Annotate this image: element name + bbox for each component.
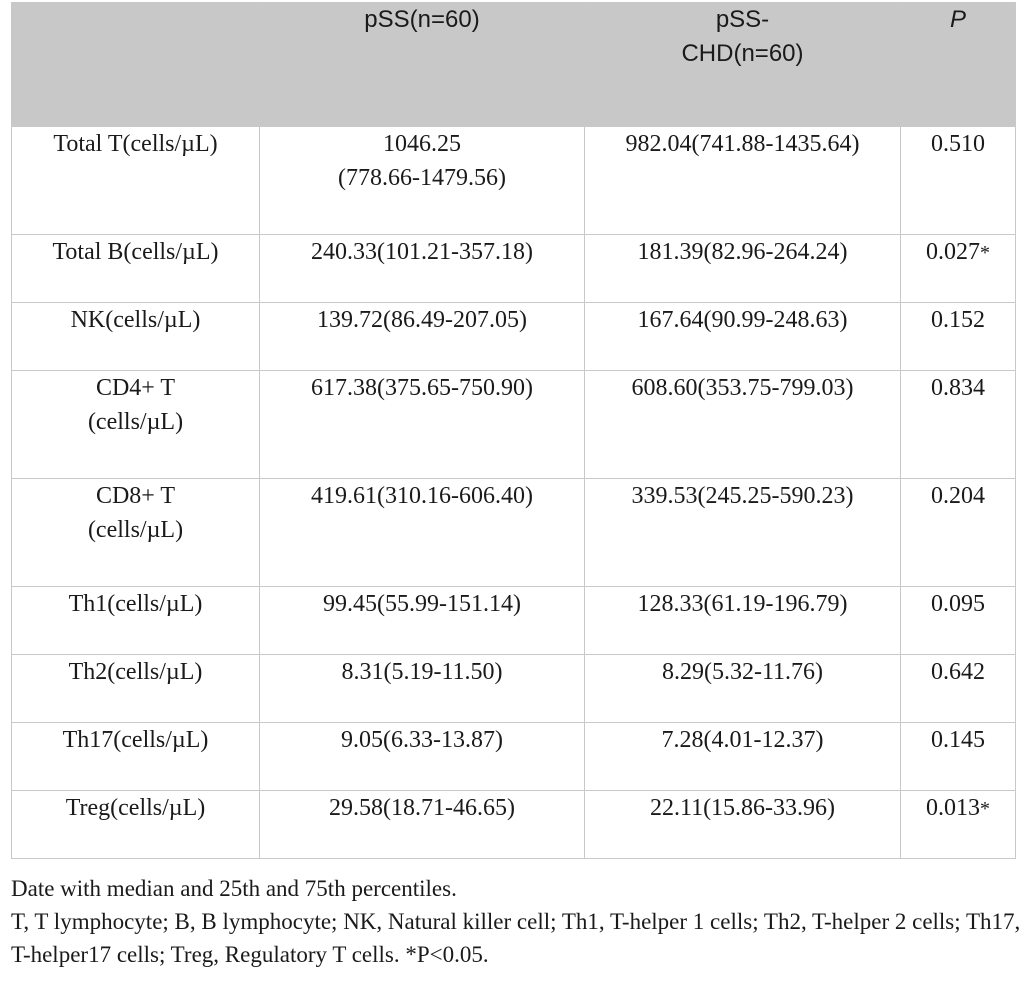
table-row: CD4+ T (cells/µL) 617.38(375.65-750.90) 60… xyxy=(11,370,1016,479)
row-label: NK(cells/µL) xyxy=(11,302,260,371)
row-label: Th17(cells/µL) xyxy=(11,722,260,791)
header-row: pSS(n=60) pSS- CHD(n=60) P xyxy=(11,2,1016,127)
table-row: NK(cells/µL) 139.72(86.49-207.05) 167.64(9… xyxy=(11,302,1016,371)
significance-marker: * xyxy=(980,242,990,264)
cell-p-value: 0.095 xyxy=(900,586,1016,655)
cell-pss: 99.45(55.99-151.14) xyxy=(259,586,585,655)
cell-p-value: 0.013* xyxy=(900,790,1016,859)
cell-pss-chd: 7.28(4.01-12.37) xyxy=(584,722,901,791)
table-body: Total T(cells/µL) 1046.25 (778.66-1479.56… xyxy=(11,126,1016,859)
row-label: Th1(cells/µL) xyxy=(11,586,260,655)
cell-pss-chd: 339.53(245.25-590.23) xyxy=(584,478,901,587)
table-row: Total T(cells/µL) 1046.25 (778.66-1479.56… xyxy=(11,126,1016,235)
cell-pss-chd: 8.29(5.32-11.76) xyxy=(584,654,901,723)
table-row: Th1(cells/µL) 99.45(55.99-151.14) 128.33(6… xyxy=(11,586,1016,655)
row-label: CD8+ T (cells/µL) xyxy=(11,478,260,587)
header-pss: pSS(n=60) xyxy=(259,2,585,127)
row-label: Total T(cells/µL) xyxy=(11,126,260,235)
row-label: Treg(cells/µL) xyxy=(11,790,260,859)
significance-marker: * xyxy=(980,798,990,820)
row-label: Th2(cells/µL) xyxy=(11,654,260,723)
cell-pss: 419.61(310.16-606.40) xyxy=(259,478,585,587)
footnote-line-2: T, T lymphocyte; B, B lymphocyte; NK, Na… xyxy=(11,909,1021,967)
cell-p-value: 0.510 xyxy=(900,126,1016,235)
cell-p-value: 0.152 xyxy=(900,302,1016,371)
cell-pss-chd: 608.60(353.75-799.03) xyxy=(584,370,901,479)
table-row: Total B(cells/µL) 240.33(101.21-357.18) 18… xyxy=(11,234,1016,303)
cell-pss-chd: 128.33(61.19-196.79) xyxy=(584,586,901,655)
cell-pss: 139.72(86.49-207.05) xyxy=(259,302,585,371)
row-label: Total B(cells/µL) xyxy=(11,234,260,303)
cell-pss: 617.38(375.65-750.90) xyxy=(259,370,585,479)
cell-pss: 29.58(18.71-46.65) xyxy=(259,790,585,859)
cell-p-value: 0.834 xyxy=(900,370,1016,479)
cell-p-value: 0.145 xyxy=(900,722,1016,791)
table-row: CD8+ T (cells/µL) 419.61(310.16-606.40) 33… xyxy=(11,478,1016,587)
cell-p-value: 0.204 xyxy=(900,478,1016,587)
header-label-col xyxy=(11,2,260,127)
cell-p-value: 0.642 xyxy=(900,654,1016,723)
table-row: Treg(cells/µL) 29.58(18.71-46.65) 22.11(15… xyxy=(11,790,1016,859)
cell-pss: 1046.25 (778.66-1479.56) xyxy=(259,126,585,235)
cell-p-value: 0.027* xyxy=(900,234,1016,303)
cell-pss: 8.31(5.19-11.50) xyxy=(259,654,585,723)
cell-pss-chd: 167.64(90.99-248.63) xyxy=(584,302,901,371)
row-label: CD4+ T (cells/µL) xyxy=(11,370,260,479)
cell-pss: 240.33(101.21-357.18) xyxy=(259,234,585,303)
cell-pss-chd: 181.39(82.96-264.24) xyxy=(584,234,901,303)
footnote-line-1: Date with median and 25th and 75th perce… xyxy=(11,876,457,901)
table-row: Th2(cells/µL) 8.31(5.19-11.50) 8.29(5.32-1… xyxy=(11,654,1016,723)
header-pss-chd: pSS- CHD(n=60) xyxy=(584,2,901,127)
data-table: pSS(n=60) pSS- CHD(n=60) P Total T(cells… xyxy=(11,2,1016,859)
table-footnotes: Date with median and 25th and 75th perce… xyxy=(11,872,1021,971)
cell-pss-chd: 22.11(15.86-33.96) xyxy=(584,790,901,859)
header-p-value: P xyxy=(900,2,1016,127)
table-row: Th17(cells/µL) 9.05(6.33-13.87) 7.28(4.01-… xyxy=(11,722,1016,791)
cell-pss-chd: 982.04(741.88-1435.64) xyxy=(584,126,901,235)
cell-pss: 9.05(6.33-13.87) xyxy=(259,722,585,791)
